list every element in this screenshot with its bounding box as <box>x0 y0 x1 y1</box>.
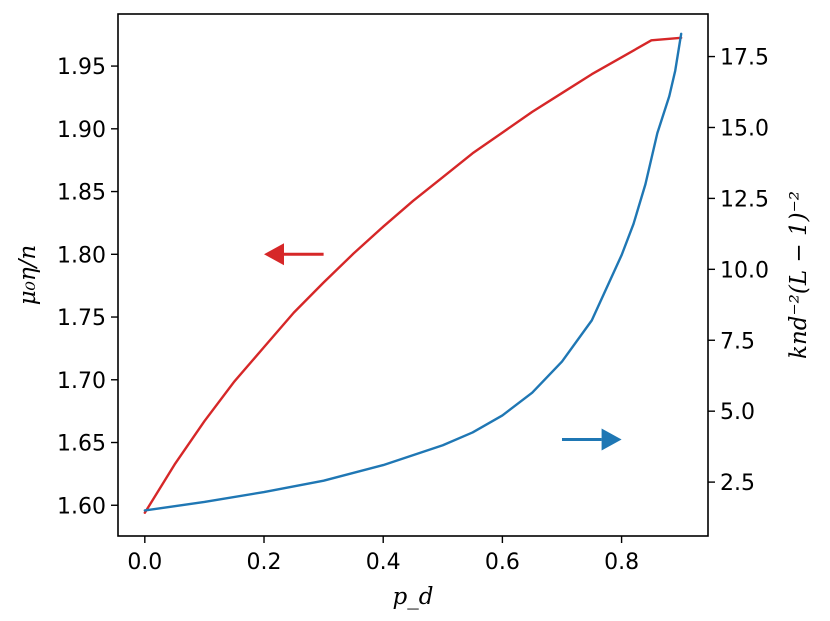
right-y-tick-label: 5.0 <box>720 400 755 425</box>
plot-area <box>117 13 709 537</box>
left-y-tick-label: 1.95 <box>57 55 106 80</box>
right-y-tick-label: 12.5 <box>720 187 769 212</box>
right-y-tick-label: 2.5 <box>720 471 755 496</box>
right-y-axis-label: knd⁻²(L − 1)⁻² <box>786 191 812 359</box>
x-tick-label: 0.4 <box>366 550 401 575</box>
x-axis-label: p_d <box>393 584 434 610</box>
right-y-tick-label: 10.0 <box>720 258 769 283</box>
left-y-tick-label: 1.70 <box>57 369 106 394</box>
left-y-axis-ticks: 1.60 1.65 1.70 1.75 1.80 1.85 1.90 1.95 <box>57 55 118 519</box>
x-tick-label: 0.2 <box>247 550 282 575</box>
left-y-tick-label: 1.65 <box>57 432 106 457</box>
series-layer <box>143 32 683 514</box>
x-tick-label: 0.6 <box>485 550 520 575</box>
left-y-tick-label: 1.90 <box>57 118 106 143</box>
x-tick-label: 0.8 <box>604 550 639 575</box>
x-tick-label: 0.0 <box>127 550 162 575</box>
left-y-axis-label: μ₀η/n <box>15 245 41 306</box>
left-y-tick-label: 1.80 <box>57 243 106 268</box>
left-y-tick-label: 1.85 <box>57 181 106 206</box>
left-y-tick-label: 1.75 <box>57 306 106 331</box>
left-axis-arrow-head <box>264 243 285 266</box>
left-y-tick-label: 1.60 <box>57 494 106 519</box>
right-y-axis-ticks: 2.5 5.0 7.5 10.0 12.5 15.0 17.5 <box>708 46 769 496</box>
right-axis-series-line <box>143 32 683 512</box>
annotation-layer <box>264 243 622 451</box>
right-y-tick-label: 15.0 <box>720 116 769 141</box>
right-y-tick-label: 17.5 <box>720 46 769 71</box>
left-axis-series-line <box>143 36 683 514</box>
x-axis-ticks: 0.0 0.2 0.4 0.6 0.8 <box>127 536 639 575</box>
right-axis-arrow-head <box>601 428 622 451</box>
right-y-tick-label: 7.5 <box>720 329 755 354</box>
